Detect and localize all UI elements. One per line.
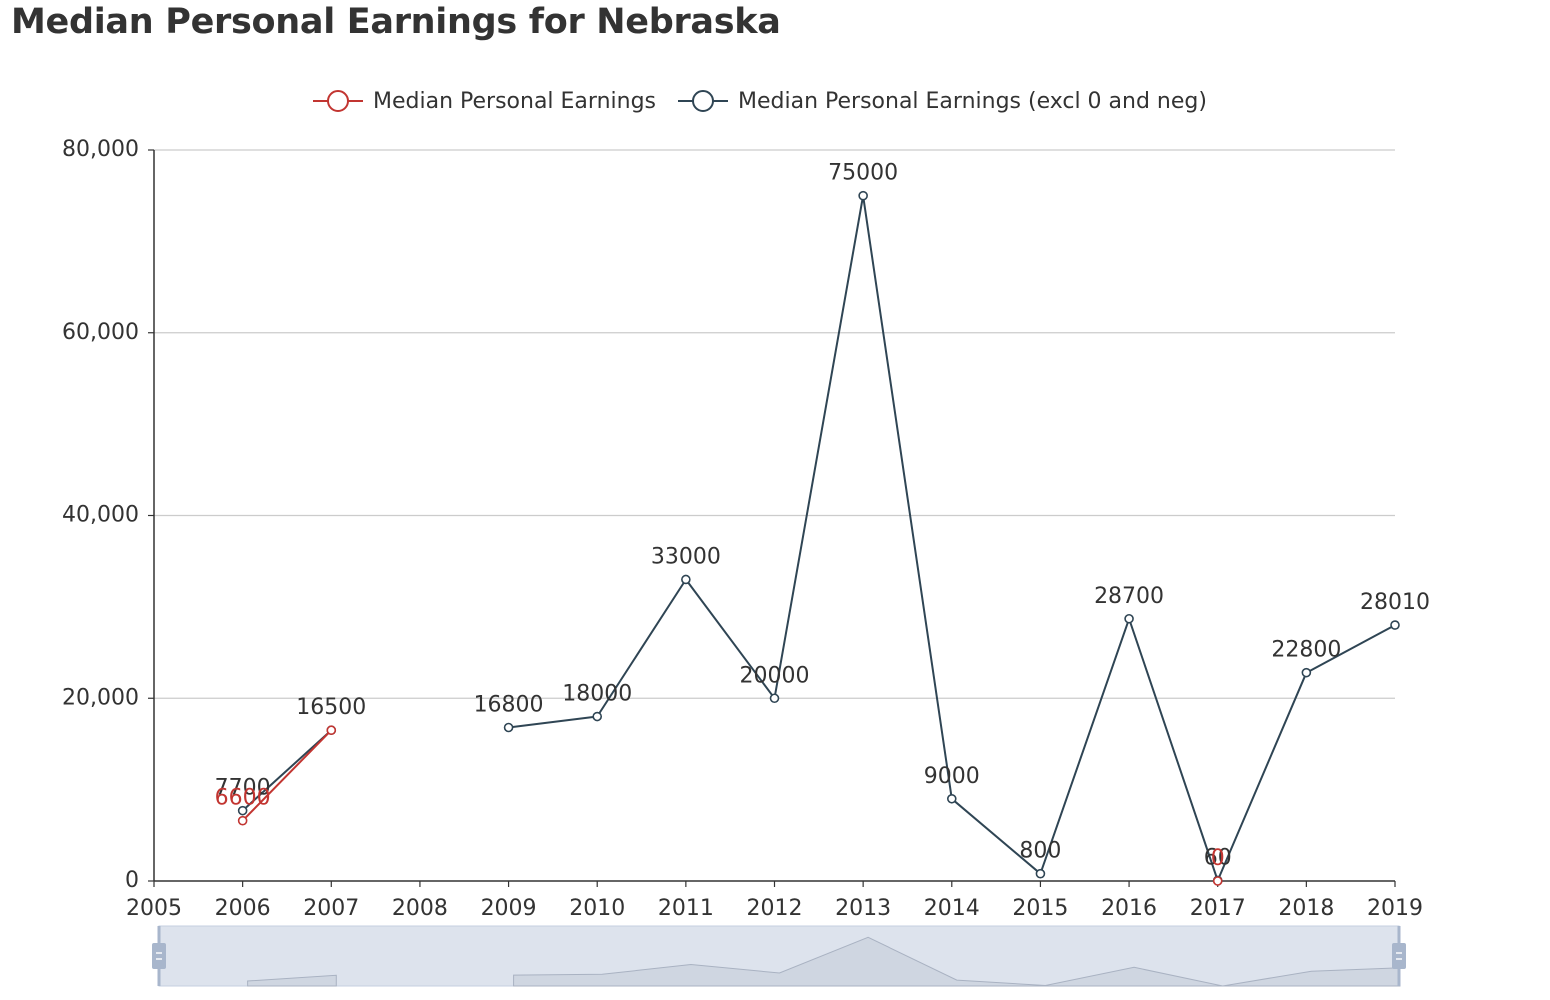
zoom-handle-right[interactable] xyxy=(1392,926,1406,986)
data-label: 20000 xyxy=(740,663,810,688)
series-line xyxy=(241,729,333,822)
grid-lines xyxy=(154,149,1395,699)
legend-label: Median Personal Earnings xyxy=(373,89,656,114)
handle-grip-icon xyxy=(1392,943,1406,969)
x-tick-label: 2005 xyxy=(126,896,182,921)
data-label: 7700 xyxy=(215,776,271,801)
legend-item-0[interactable]: Median Personal Earnings xyxy=(313,89,656,114)
x-tick-label: 2012 xyxy=(747,896,803,921)
legend-marker-icon xyxy=(692,90,714,112)
data-label: 0 xyxy=(1211,846,1225,871)
data-zoom-slider[interactable] xyxy=(152,925,1406,987)
series-1: 7700 16500 16800 18000 33000 20000 75000 9000 80… xyxy=(215,161,1430,886)
axes: 0 20,000 40,000 60,000 80,000 2005 2006 2007 200… xyxy=(62,137,1423,921)
x-tick-label: 2011 xyxy=(658,896,714,921)
data-point[interactable] xyxy=(326,725,337,736)
legend-label: Median Personal Earnings (excl 0 and neg… xyxy=(738,89,1207,114)
data-point[interactable] xyxy=(1301,667,1312,678)
data-point[interactable] xyxy=(592,711,603,722)
x-tick-label: 2013 xyxy=(835,896,891,921)
series-line xyxy=(241,729,332,812)
data-point[interactable] xyxy=(1212,876,1223,886)
x-tick-label: 2010 xyxy=(569,896,625,921)
legend-item-1[interactable]: Median Personal Earnings (excl 0 and neg… xyxy=(678,89,1207,114)
data-point[interactable] xyxy=(1124,613,1134,624)
handle-grip-icon xyxy=(152,943,166,969)
data-label: 22800 xyxy=(1271,638,1341,663)
x-tick-label: 2009 xyxy=(481,896,537,921)
data-point[interactable] xyxy=(1390,620,1400,630)
data-point[interactable] xyxy=(946,793,957,804)
data-label: 28700 xyxy=(1094,584,1164,609)
x-tick-label: 2015 xyxy=(1012,896,1068,921)
data-label: 60 xyxy=(1204,845,1232,870)
data-point[interactable] xyxy=(681,574,691,585)
data-label: 33000 xyxy=(651,544,721,569)
data-point[interactable] xyxy=(237,805,248,816)
data-label: 800 xyxy=(1019,839,1061,864)
x-tick-label: 2007 xyxy=(303,896,359,921)
data-label: 16500 xyxy=(296,695,366,720)
y-tick-label: 20,000 xyxy=(62,685,139,710)
data-point[interactable] xyxy=(858,190,868,201)
series-layer: 7700 16500 16800 18000 33000 20000 75000 9000 80… xyxy=(215,161,1430,886)
data-label: 75000 xyxy=(828,161,898,186)
zoom-shadow xyxy=(513,936,1401,987)
zoom-handle-left[interactable] xyxy=(152,926,166,986)
data-label: 18000 xyxy=(562,682,632,707)
series-0: 6600 0 xyxy=(215,725,1225,886)
x-tick-label: 2017 xyxy=(1190,896,1246,921)
x-tick-label: 2008 xyxy=(392,896,448,921)
data-point[interactable] xyxy=(503,722,514,733)
legend[interactable]: Median Personal Earnings Median Personal … xyxy=(313,89,1207,114)
data-point[interactable] xyxy=(769,693,780,704)
data-label: 28010 xyxy=(1360,590,1430,615)
y-tick-label: 0 xyxy=(125,868,139,893)
zoom-shadow xyxy=(247,974,337,987)
data-point[interactable] xyxy=(237,815,248,826)
data-label: 9000 xyxy=(924,764,980,789)
chart-title: Median Personal Earnings for Nebraska xyxy=(11,2,781,42)
x-tick-label: 2014 xyxy=(924,896,980,921)
data-point[interactable] xyxy=(1035,868,1046,879)
y-tick-label: 60,000 xyxy=(62,320,139,345)
x-tick-label: 2018 xyxy=(1278,896,1334,921)
y-tick-label: 40,000 xyxy=(62,503,139,528)
y-tick-label: 80,000 xyxy=(62,137,139,162)
x-tick-label: 2006 xyxy=(215,896,271,921)
x-tick-label: 2016 xyxy=(1101,896,1157,921)
data-label: 6600 xyxy=(215,786,271,811)
data-label: 16800 xyxy=(474,692,544,717)
x-tick-label: 2019 xyxy=(1367,896,1423,921)
legend-marker-icon xyxy=(327,90,349,112)
